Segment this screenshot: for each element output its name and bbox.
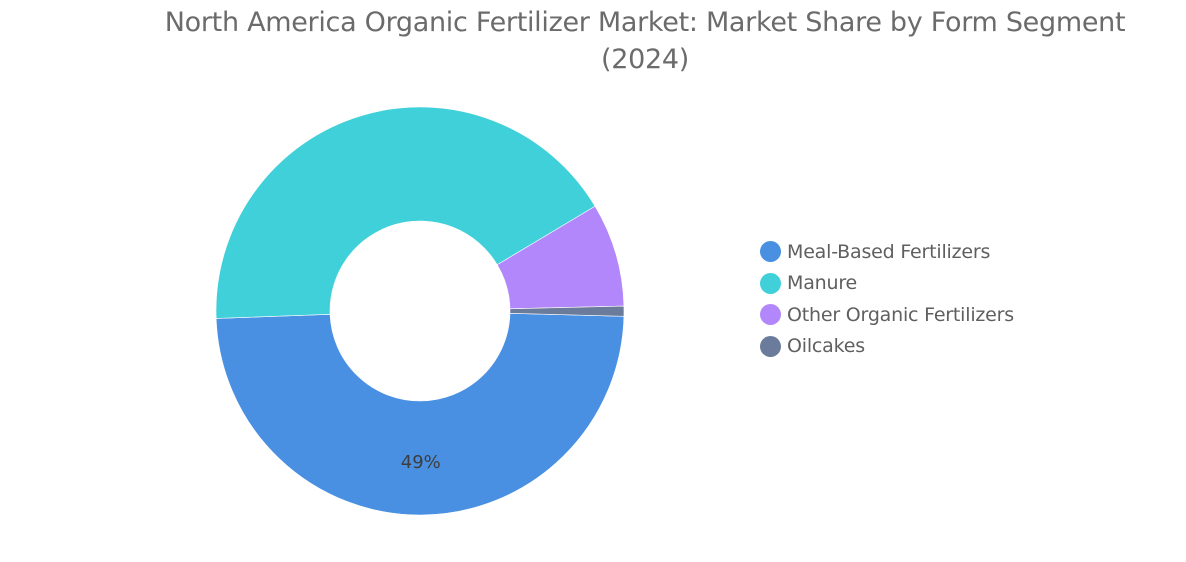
legend-item-manure[interactable]: Manure — [760, 268, 1014, 300]
legend-label-oilcakes: Oilcakes — [787, 335, 865, 358]
chart-legend: Meal-Based Fertilizers Manure Other Orga… — [760, 236, 1014, 362]
donut-slice-manure[interactable] — [215, 106, 596, 319]
legend-swatch-other-organic-fertilizers — [760, 304, 781, 326]
legend-item-meal-based-fertilizers[interactable]: Meal-Based Fertilizers — [760, 236, 1014, 268]
chart-title-line-2: (2024) — [601, 44, 689, 75]
chart-title: North America Organic Fertilizer Market:… — [150, 4, 1140, 78]
legend-swatch-meal-based-fertilizers — [760, 241, 781, 263]
data-label-meal-based-fertilizers: 49% — [401, 452, 441, 473]
legend-item-other-organic-fertilizers[interactable]: Other Organic Fertilizers — [760, 299, 1014, 331]
donut-slice-meal-based-fertilizers[interactable] — [215, 313, 625, 516]
legend-swatch-manure — [760, 272, 781, 294]
legend-label-meal-based-fertilizers: Meal-Based Fertilizers — [787, 240, 991, 263]
legend-swatch-oilcakes — [760, 335, 781, 357]
legend-label-manure: Manure — [787, 272, 858, 295]
legend-item-oilcakes[interactable]: Oilcakes — [760, 331, 1014, 363]
donut-slice-oilcakes[interactable] — [509, 305, 625, 317]
chart-title-line-1: North America Organic Fertilizer Market:… — [164, 7, 1126, 38]
legend-label-other-organic-fertilizers: Other Organic Fertilizers — [787, 303, 1014, 326]
